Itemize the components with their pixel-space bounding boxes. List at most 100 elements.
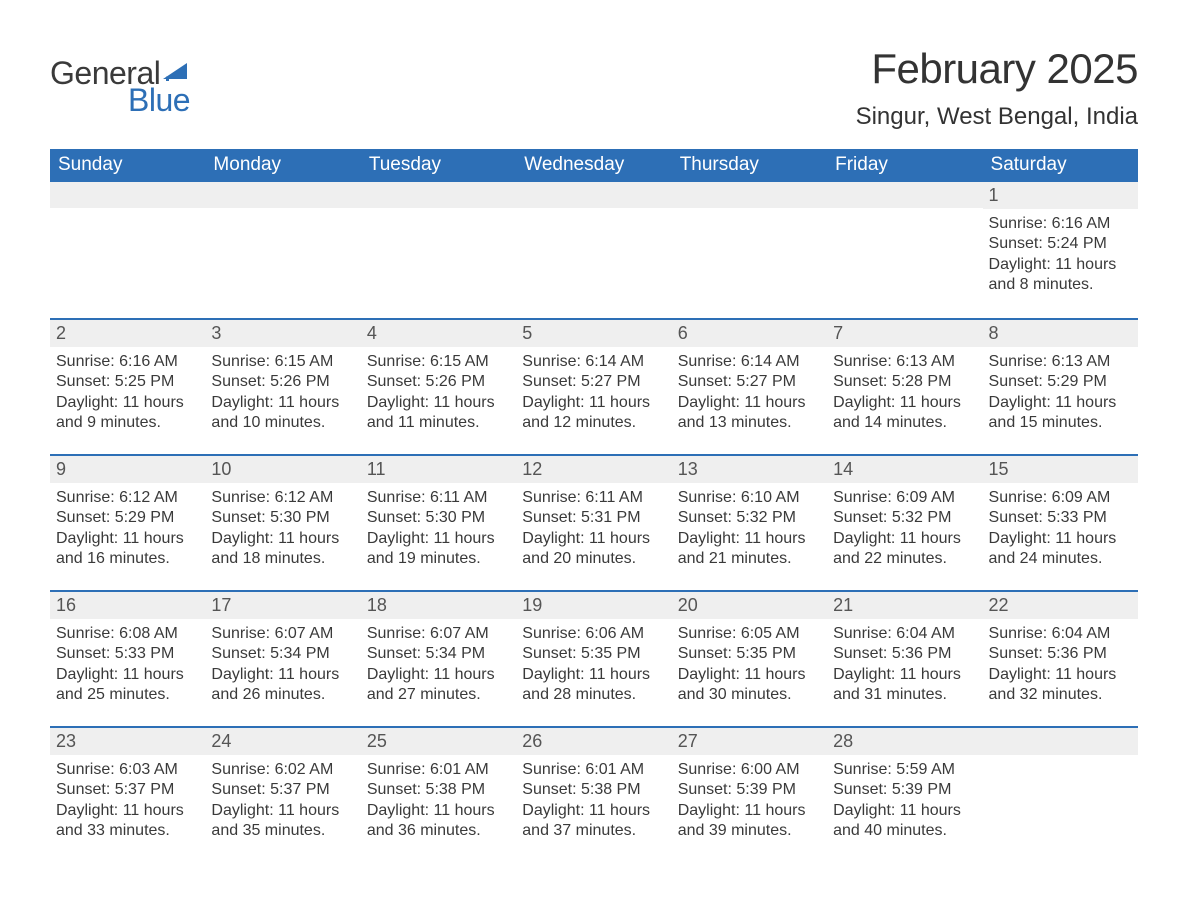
- sunrise-text: Sunrise: 6:01 AM: [367, 760, 510, 780]
- daylight-text: Daylight: 11 hours and 33 minutes.: [56, 801, 199, 842]
- calendar-day-cell: 28Sunrise: 5:59 AMSunset: 5:39 PMDayligh…: [827, 726, 982, 862]
- sunset-text: Sunset: 5:30 PM: [367, 508, 510, 528]
- page-header: General Blue February 2025 Singur, West …: [50, 45, 1138, 131]
- day-number: 7: [827, 318, 982, 347]
- day-number: 3: [205, 318, 360, 347]
- sunset-text: Sunset: 5:25 PM: [56, 372, 199, 392]
- empty-day-bar: [983, 726, 1138, 755]
- sunset-text: Sunset: 5:38 PM: [522, 780, 665, 800]
- day-number: 1: [983, 182, 1138, 209]
- calendar-day-cell: 26Sunrise: 6:01 AMSunset: 5:38 PMDayligh…: [516, 726, 671, 862]
- day-number: 11: [361, 454, 516, 483]
- calendar-day-cell: 1Sunrise: 6:16 AMSunset: 5:24 PMDaylight…: [983, 182, 1138, 318]
- day-header: Thursday: [672, 149, 827, 182]
- day-info: Sunrise: 5:59 AMSunset: 5:39 PMDaylight:…: [827, 755, 982, 846]
- title-block: February 2025 Singur, West Bengal, India: [856, 45, 1138, 131]
- day-number: 20: [672, 590, 827, 619]
- day-number: 16: [50, 590, 205, 619]
- calendar-day-cell: 2Sunrise: 6:16 AMSunset: 5:25 PMDaylight…: [50, 318, 205, 454]
- day-info: Sunrise: 6:01 AMSunset: 5:38 PMDaylight:…: [361, 755, 516, 846]
- sunset-text: Sunset: 5:31 PM: [522, 508, 665, 528]
- day-number: 9: [50, 454, 205, 483]
- day-header: Tuesday: [361, 149, 516, 182]
- day-info: Sunrise: 6:16 AMSunset: 5:24 PMDaylight:…: [983, 209, 1138, 300]
- daylight-text: Daylight: 11 hours and 31 minutes.: [833, 665, 976, 706]
- sunrise-text: Sunrise: 6:13 AM: [833, 352, 976, 372]
- calendar-day-cell: 10Sunrise: 6:12 AMSunset: 5:30 PMDayligh…: [205, 454, 360, 590]
- daylight-text: Daylight: 11 hours and 27 minutes.: [367, 665, 510, 706]
- calendar-week-row: 16Sunrise: 6:08 AMSunset: 5:33 PMDayligh…: [50, 590, 1138, 726]
- day-number: 4: [361, 318, 516, 347]
- logo-text-blue: Blue: [128, 82, 193, 119]
- calendar-day-cell: 24Sunrise: 6:02 AMSunset: 5:37 PMDayligh…: [205, 726, 360, 862]
- daylight-text: Daylight: 11 hours and 13 minutes.: [678, 393, 821, 434]
- empty-day-bar: [672, 182, 827, 208]
- sunrise-text: Sunrise: 6:04 AM: [989, 624, 1132, 644]
- calendar-day-cell: 17Sunrise: 6:07 AMSunset: 5:34 PMDayligh…: [205, 590, 360, 726]
- daylight-text: Daylight: 11 hours and 32 minutes.: [989, 665, 1132, 706]
- calendar-day-cell: 15Sunrise: 6:09 AMSunset: 5:33 PMDayligh…: [983, 454, 1138, 590]
- daylight-text: Daylight: 11 hours and 11 minutes.: [367, 393, 510, 434]
- day-info: Sunrise: 6:03 AMSunset: 5:37 PMDaylight:…: [50, 755, 205, 846]
- day-info: Sunrise: 6:06 AMSunset: 5:35 PMDaylight:…: [516, 619, 671, 710]
- sunset-text: Sunset: 5:29 PM: [989, 372, 1132, 392]
- calendar-body: 1Sunrise: 6:16 AMSunset: 5:24 PMDaylight…: [50, 182, 1138, 862]
- day-number: 23: [50, 726, 205, 755]
- sunset-text: Sunset: 5:32 PM: [833, 508, 976, 528]
- daylight-text: Daylight: 11 hours and 14 minutes.: [833, 393, 976, 434]
- day-header: Friday: [827, 149, 982, 182]
- sunset-text: Sunset: 5:37 PM: [211, 780, 354, 800]
- daylight-text: Daylight: 11 hours and 9 minutes.: [56, 393, 199, 434]
- calendar-day-cell: 19Sunrise: 6:06 AMSunset: 5:35 PMDayligh…: [516, 590, 671, 726]
- sunrise-text: Sunrise: 6:09 AM: [833, 488, 976, 508]
- sunrise-text: Sunrise: 6:07 AM: [367, 624, 510, 644]
- sunrise-text: Sunrise: 6:04 AM: [833, 624, 976, 644]
- day-info: Sunrise: 6:07 AMSunset: 5:34 PMDaylight:…: [361, 619, 516, 710]
- sunset-text: Sunset: 5:27 PM: [522, 372, 665, 392]
- day-header: Sunday: [50, 149, 205, 182]
- daylight-text: Daylight: 11 hours and 18 minutes.: [211, 529, 354, 570]
- sunrise-text: Sunrise: 6:06 AM: [522, 624, 665, 644]
- sunrise-text: Sunrise: 6:11 AM: [522, 488, 665, 508]
- calendar-day-cell: [361, 182, 516, 318]
- day-info: Sunrise: 6:14 AMSunset: 5:27 PMDaylight:…: [672, 347, 827, 438]
- day-info: Sunrise: 6:14 AMSunset: 5:27 PMDaylight:…: [516, 347, 671, 438]
- empty-day-bar: [205, 182, 360, 208]
- day-header: Wednesday: [516, 149, 671, 182]
- calendar-day-cell: 16Sunrise: 6:08 AMSunset: 5:33 PMDayligh…: [50, 590, 205, 726]
- calendar-week-row: 9Sunrise: 6:12 AMSunset: 5:29 PMDaylight…: [50, 454, 1138, 590]
- day-number: 8: [983, 318, 1138, 347]
- day-number: 13: [672, 454, 827, 483]
- sunset-text: Sunset: 5:36 PM: [989, 644, 1132, 664]
- day-number: 18: [361, 590, 516, 619]
- day-info: Sunrise: 6:00 AMSunset: 5:39 PMDaylight:…: [672, 755, 827, 846]
- calendar-header-row: Sunday Monday Tuesday Wednesday Thursday…: [50, 149, 1138, 182]
- day-number: 6: [672, 318, 827, 347]
- day-number: 22: [983, 590, 1138, 619]
- sunrise-text: Sunrise: 6:14 AM: [678, 352, 821, 372]
- sunrise-text: Sunrise: 6:12 AM: [211, 488, 354, 508]
- calendar-day-cell: 21Sunrise: 6:04 AMSunset: 5:36 PMDayligh…: [827, 590, 982, 726]
- daylight-text: Daylight: 11 hours and 36 minutes.: [367, 801, 510, 842]
- day-info: Sunrise: 6:13 AMSunset: 5:29 PMDaylight:…: [983, 347, 1138, 438]
- empty-day-bar: [361, 182, 516, 208]
- sunset-text: Sunset: 5:35 PM: [522, 644, 665, 664]
- calendar-day-cell: 12Sunrise: 6:11 AMSunset: 5:31 PMDayligh…: [516, 454, 671, 590]
- day-info: Sunrise: 6:12 AMSunset: 5:30 PMDaylight:…: [205, 483, 360, 574]
- sunrise-text: Sunrise: 6:16 AM: [989, 214, 1132, 234]
- calendar-day-cell: 5Sunrise: 6:14 AMSunset: 5:27 PMDaylight…: [516, 318, 671, 454]
- daylight-text: Daylight: 11 hours and 8 minutes.: [989, 255, 1132, 296]
- day-info: Sunrise: 6:07 AMSunset: 5:34 PMDaylight:…: [205, 619, 360, 710]
- day-info: Sunrise: 6:09 AMSunset: 5:33 PMDaylight:…: [983, 483, 1138, 574]
- calendar-day-cell: 27Sunrise: 6:00 AMSunset: 5:39 PMDayligh…: [672, 726, 827, 862]
- day-number: 28: [827, 726, 982, 755]
- daylight-text: Daylight: 11 hours and 12 minutes.: [522, 393, 665, 434]
- sunset-text: Sunset: 5:26 PM: [367, 372, 510, 392]
- day-number: 5: [516, 318, 671, 347]
- sunrise-text: Sunrise: 6:07 AM: [211, 624, 354, 644]
- daylight-text: Daylight: 11 hours and 10 minutes.: [211, 393, 354, 434]
- calendar-day-cell: 7Sunrise: 6:13 AMSunset: 5:28 PMDaylight…: [827, 318, 982, 454]
- day-number: 26: [516, 726, 671, 755]
- sunrise-text: Sunrise: 6:14 AM: [522, 352, 665, 372]
- calendar-day-cell: 22 Sunrise: 6:04 AMSunset: 5:36 PMDayligh…: [983, 590, 1138, 726]
